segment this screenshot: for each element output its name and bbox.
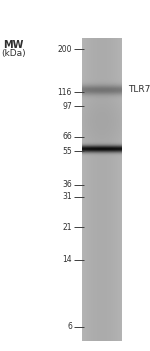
- Text: 21: 21: [63, 223, 72, 232]
- Text: 97: 97: [62, 102, 72, 111]
- Text: (kDa): (kDa): [1, 49, 26, 58]
- Text: 14: 14: [62, 255, 72, 264]
- Text: 36: 36: [62, 180, 72, 189]
- Text: 55: 55: [62, 147, 72, 156]
- Text: 200: 200: [57, 45, 72, 54]
- Text: 116: 116: [58, 88, 72, 97]
- Text: 6: 6: [67, 322, 72, 331]
- Text: 66: 66: [62, 132, 72, 141]
- Text: MW: MW: [3, 40, 23, 50]
- Text: TLR7: TLR7: [128, 85, 150, 94]
- Text: 31: 31: [62, 192, 72, 201]
